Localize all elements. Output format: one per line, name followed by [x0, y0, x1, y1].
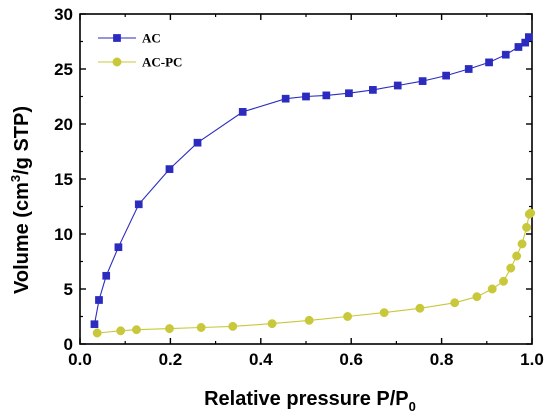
- y-tick-label: 5: [64, 280, 73, 299]
- data-point: [90, 320, 99, 329]
- data-point: [343, 312, 353, 321]
- series-line: [93, 36, 530, 325]
- y-tick-label: 30: [54, 5, 73, 24]
- data-point: [281, 94, 290, 103]
- data-point: [116, 326, 126, 336]
- legend-item-ac-pc: AC-PC: [98, 55, 182, 70]
- data-point: [393, 81, 402, 90]
- data-point: [506, 263, 516, 273]
- data-point: [522, 222, 532, 232]
- y-tick-label: 0: [64, 335, 73, 354]
- data-point: [442, 71, 450, 80]
- data-point: [415, 303, 425, 313]
- data-point: [517, 239, 527, 249]
- x-tick-label: 1.0: [520, 350, 544, 369]
- data-point: [485, 58, 493, 67]
- data-point: [114, 243, 123, 252]
- legend-marker: [112, 57, 122, 67]
- data-point: [102, 271, 111, 280]
- y-axis-title: Volume (cm3/g STP): [8, 106, 33, 294]
- data-point: [501, 50, 510, 59]
- legend-label: AC: [142, 31, 161, 46]
- y-tick-label: 20: [54, 115, 73, 134]
- data-point: [512, 251, 522, 261]
- series-line: [97, 212, 531, 334]
- data-point: [132, 325, 141, 335]
- data-point: [472, 292, 482, 302]
- series-ac: [90, 33, 533, 329]
- data-point: [165, 165, 174, 173]
- data-point: [524, 33, 533, 41]
- data-point: [134, 200, 143, 209]
- data-point: [267, 319, 277, 329]
- x-tick-label: 0.4: [249, 350, 273, 369]
- legend-item-ac: AC: [98, 31, 161, 46]
- y-tick-label: 10: [54, 225, 73, 244]
- data-point: [464, 65, 473, 73]
- series-ac-pc: [92, 208, 536, 338]
- data-point: [238, 108, 247, 116]
- data-point: [95, 296, 103, 304]
- data-point: [514, 43, 523, 51]
- data-point: [302, 92, 310, 101]
- data-point: [345, 89, 353, 98]
- data-point: [304, 315, 314, 325]
- data-point: [322, 91, 331, 100]
- data-point: [228, 321, 238, 331]
- data-point: [369, 86, 377, 94]
- x-tick-label: 0.8: [430, 350, 454, 369]
- y-tick-label: 25: [54, 60, 73, 79]
- legend-label: AC-PC: [142, 55, 182, 70]
- data-point: [196, 323, 206, 332]
- data-point: [379, 308, 389, 318]
- data-point: [487, 284, 497, 294]
- data-point: [499, 276, 508, 286]
- data-point: [92, 328, 102, 338]
- data-point: [193, 138, 202, 147]
- data-point: [418, 77, 427, 85]
- x-tick-label: 0.6: [339, 350, 363, 369]
- legend-marker: [113, 34, 121, 42]
- data-point: [450, 298, 460, 308]
- x-axis-title: Relative pressure P/P0: [204, 388, 416, 414]
- data-point: [526, 208, 536, 218]
- x-tick-label: 0.0: [68, 350, 92, 369]
- y-tick-label: 15: [54, 170, 73, 189]
- x-tick-label: 0.2: [159, 350, 183, 369]
- data-point: [165, 324, 174, 334]
